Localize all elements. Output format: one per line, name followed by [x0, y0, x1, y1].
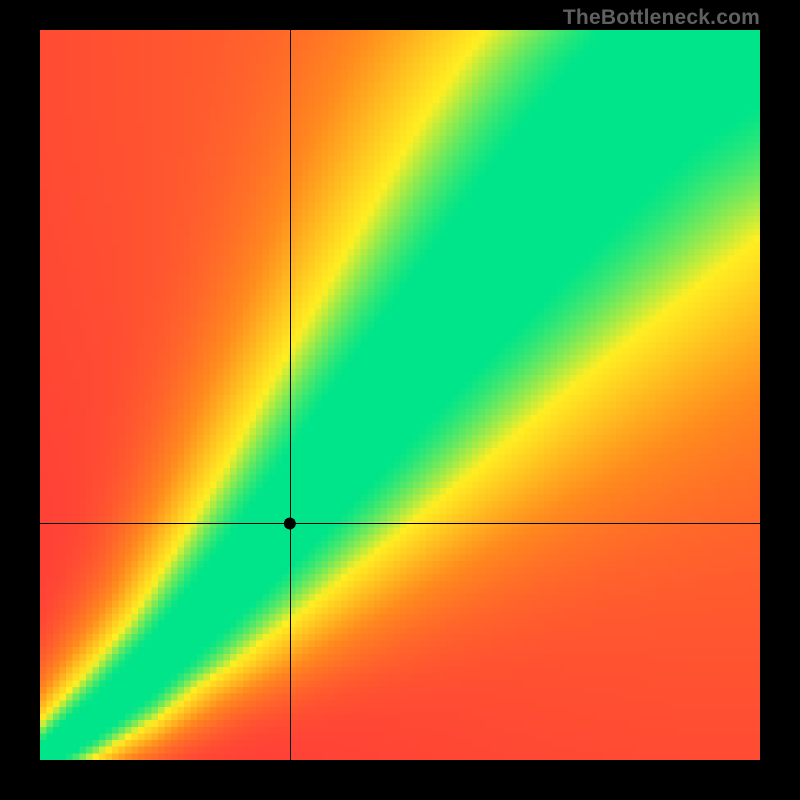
crosshair-overlay	[40, 30, 760, 760]
chart-frame: TheBottleneck.com	[0, 0, 800, 800]
watermark-text: TheBottleneck.com	[563, 6, 760, 30]
